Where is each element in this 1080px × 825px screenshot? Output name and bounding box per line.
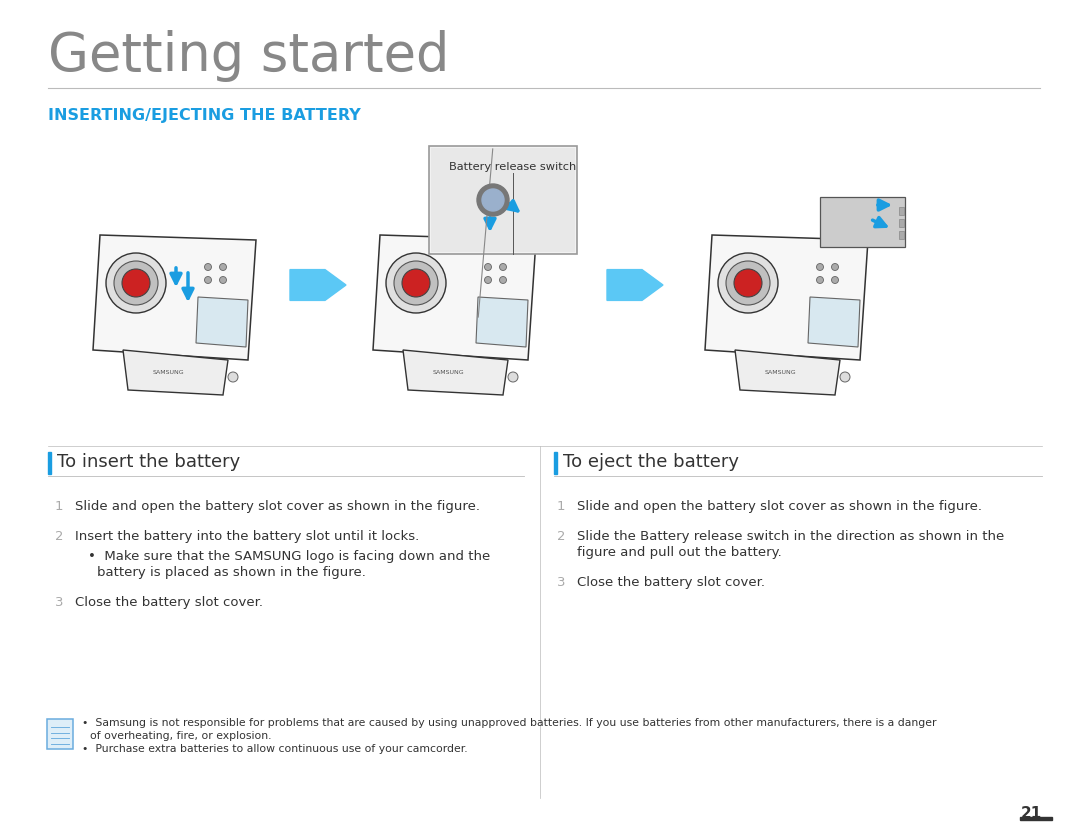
Polygon shape: [735, 350, 840, 395]
Circle shape: [228, 372, 238, 382]
Text: SAMSUNG: SAMSUNG: [432, 370, 463, 375]
Text: •  Samsung is not responsible for problems that are caused by using unapproved b: • Samsung is not responsible for problem…: [82, 718, 936, 728]
Text: 1: 1: [55, 500, 64, 513]
Text: of overheating, fire, or explosion.: of overheating, fire, or explosion.: [90, 731, 271, 741]
Circle shape: [726, 261, 770, 305]
Bar: [899, 207, 904, 215]
Circle shape: [832, 263, 838, 271]
Polygon shape: [195, 297, 248, 347]
Circle shape: [204, 276, 212, 284]
Text: •  Make sure that the SAMSUNG logo is facing down and the: • Make sure that the SAMSUNG logo is fac…: [87, 550, 490, 563]
Text: Close the battery slot cover.: Close the battery slot cover.: [577, 576, 765, 589]
Polygon shape: [93, 235, 256, 360]
Polygon shape: [607, 270, 663, 300]
Text: 3: 3: [557, 576, 566, 589]
Text: INSERTING/EJECTING THE BATTERY: INSERTING/EJECTING THE BATTERY: [48, 108, 361, 123]
Bar: [431, 148, 575, 252]
Text: battery is placed as shown in the figure.: battery is placed as shown in the figure…: [97, 566, 366, 579]
Bar: [527, 212, 532, 220]
Bar: [554, 452, 557, 474]
Polygon shape: [123, 350, 228, 395]
Bar: [1020, 817, 1052, 820]
Text: Slide and open the battery slot cover as shown in the figure.: Slide and open the battery slot cover as…: [577, 500, 982, 513]
Circle shape: [508, 372, 518, 382]
Text: Slide the Battery release switch in the direction as shown in the: Slide the Battery release switch in the …: [577, 530, 1004, 543]
Circle shape: [477, 184, 509, 216]
Text: 1: 1: [557, 500, 566, 513]
Circle shape: [204, 263, 212, 271]
Text: 21: 21: [1021, 806, 1042, 821]
Text: SAMSUNG: SAMSUNG: [152, 370, 184, 375]
Circle shape: [219, 263, 227, 271]
Text: Getting started: Getting started: [48, 30, 449, 82]
FancyBboxPatch shape: [429, 146, 577, 254]
FancyBboxPatch shape: [48, 719, 73, 749]
Bar: [820, 197, 905, 247]
Circle shape: [816, 263, 824, 271]
Bar: [899, 231, 904, 239]
Bar: [448, 190, 534, 240]
Circle shape: [499, 263, 507, 271]
Polygon shape: [705, 235, 868, 360]
Bar: [899, 219, 904, 227]
Circle shape: [386, 253, 446, 313]
Bar: [527, 224, 532, 232]
Polygon shape: [476, 297, 528, 347]
Bar: [527, 200, 532, 208]
Circle shape: [499, 276, 507, 284]
Circle shape: [832, 276, 838, 284]
Text: figure and pull out the battery.: figure and pull out the battery.: [577, 546, 782, 559]
Polygon shape: [373, 235, 536, 360]
Text: To insert the battery: To insert the battery: [57, 453, 240, 471]
Text: Battery release switch: Battery release switch: [449, 162, 577, 172]
Circle shape: [106, 253, 166, 313]
Polygon shape: [808, 297, 860, 347]
Circle shape: [840, 372, 850, 382]
Circle shape: [718, 253, 778, 313]
Circle shape: [122, 269, 150, 297]
Circle shape: [402, 269, 430, 297]
Circle shape: [485, 276, 491, 284]
Text: •  Purchase extra batteries to allow continuous use of your camcorder.: • Purchase extra batteries to allow cont…: [82, 744, 468, 754]
Text: 2: 2: [55, 530, 64, 543]
Circle shape: [485, 263, 491, 271]
Text: 2: 2: [557, 530, 566, 543]
Text: 3: 3: [55, 596, 64, 609]
Circle shape: [734, 269, 762, 297]
Circle shape: [394, 261, 438, 305]
Circle shape: [482, 189, 504, 211]
Text: Slide and open the battery slot cover as shown in the figure.: Slide and open the battery slot cover as…: [75, 500, 480, 513]
Text: Close the battery slot cover.: Close the battery slot cover.: [75, 596, 264, 609]
Text: To eject the battery: To eject the battery: [563, 453, 739, 471]
Text: Insert the battery into the battery slot until it locks.: Insert the battery into the battery slot…: [75, 530, 419, 543]
Polygon shape: [403, 350, 508, 395]
Bar: [48, 452, 51, 474]
Circle shape: [114, 261, 158, 305]
Text: SAMSUNG: SAMSUNG: [765, 370, 796, 375]
Polygon shape: [291, 270, 346, 300]
Circle shape: [816, 276, 824, 284]
Circle shape: [219, 276, 227, 284]
